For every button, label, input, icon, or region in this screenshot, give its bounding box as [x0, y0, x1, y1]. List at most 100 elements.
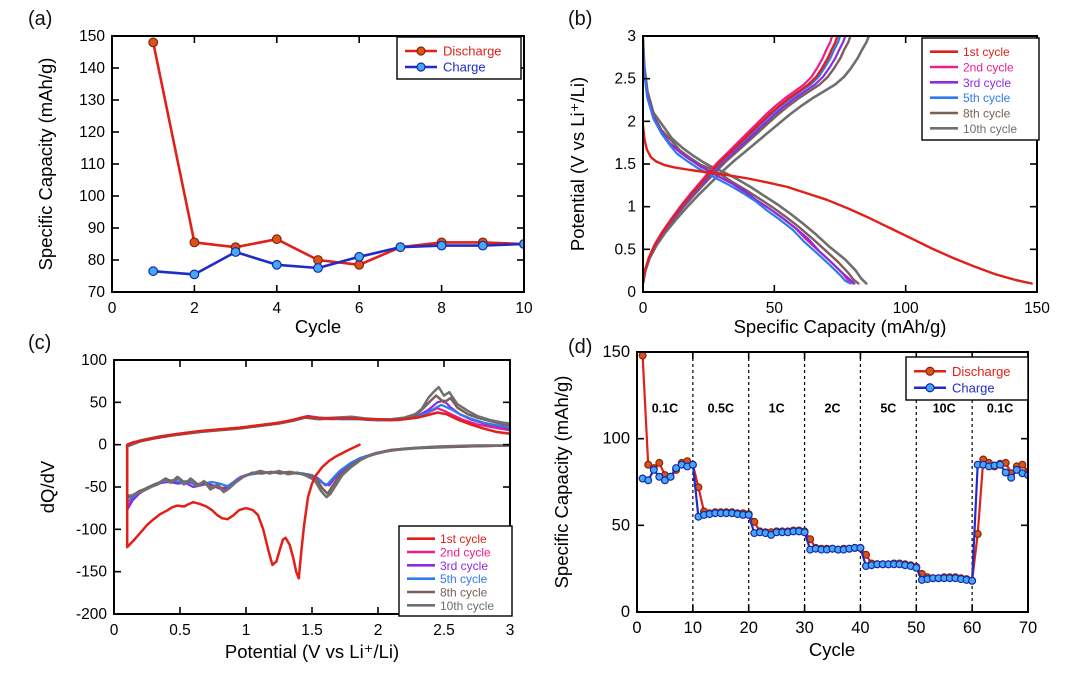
xaxis-label-a: Cycle — [294, 316, 342, 337]
x-tick-label: 0 — [632, 619, 641, 637]
legend-label: 5th cycle — [963, 91, 1011, 105]
data-point — [477, 240, 488, 251]
x-tick-label: 50 — [766, 300, 784, 317]
legend-label: 8th cycle — [963, 107, 1011, 121]
data-point — [655, 458, 664, 467]
legend-label: Charge — [952, 380, 995, 395]
panel-b: 0 50 100 150 0 0.5 1 1.5 2 2.5 3 1st cycle 2nd cycle… — [614, 28, 1050, 317]
x-tick-label: 60 — [963, 619, 981, 637]
series-1st-cycle-charge — [642, 35, 839, 285]
legend-marker-sample — [925, 366, 935, 376]
data-point — [644, 460, 653, 469]
series-1st-cycle — [125, 411, 511, 580]
data-point — [1007, 473, 1016, 482]
y-tick-label: 2 — [627, 113, 636, 130]
data-point — [856, 543, 865, 552]
y-tick-label: 150 — [602, 343, 630, 361]
series-2nd-cycle — [126, 407, 511, 508]
legend-label: Charge — [443, 60, 486, 75]
series-1st-cycle-discharge — [642, 124, 1033, 285]
xaxis-label-c: Potential (V vs Li⁺/Li) — [224, 641, 400, 662]
panel-c: 0 0.5 1 1.5 2 2.5 3 -200 -150 -100 -50 0 50 100 1st cy… — [76, 352, 514, 639]
x-tick-label: 3 — [506, 622, 515, 639]
x-tick-label: 10 — [515, 300, 533, 317]
y-tick-label: 50 — [612, 516, 630, 534]
y-tick-label: -200 — [76, 606, 107, 623]
x-tick-label: 20 — [740, 619, 758, 637]
legend-box — [905, 356, 1029, 401]
data-point — [655, 472, 664, 481]
legend-label: Discharge — [952, 364, 1011, 379]
y-tick-label: 0.5 — [614, 241, 636, 258]
data-point — [148, 266, 159, 277]
series-8th-cycle-discharge — [642, 39, 860, 285]
data-point — [189, 237, 200, 248]
data-point — [996, 460, 1005, 469]
data-point — [672, 464, 681, 473]
x-tick-label: 2 — [190, 300, 199, 317]
yaxis-label-d: Specific Capacity (mAh/g) — [551, 375, 572, 589]
y-tick-label: 100 — [81, 352, 107, 369]
y-tick-label: 130 — [79, 92, 105, 109]
legend-label: 2nd cycle — [440, 546, 491, 560]
data-point — [354, 251, 365, 262]
legend-box — [921, 37, 1040, 141]
y-tick-label: 3 — [627, 28, 636, 45]
data-point — [968, 576, 977, 585]
series-10th-cycle-discharge — [642, 37, 868, 285]
data-point — [148, 37, 159, 48]
series-5th-cycle-discharge — [642, 40, 852, 285]
x-tick-label: 40 — [851, 619, 869, 637]
legend-label: Discharge — [443, 44, 502, 59]
rate-label: 0.1C — [652, 402, 678, 416]
x-tick-label: 2 — [374, 622, 383, 639]
y-tick-label: 80 — [88, 252, 106, 269]
legend-label: 8th cycle — [440, 586, 488, 600]
data-point — [660, 476, 669, 485]
legend-label: 3rd cycle — [440, 559, 488, 573]
data-point — [1012, 465, 1021, 474]
y-tick-label: -100 — [76, 521, 107, 538]
data-point — [436, 240, 447, 251]
y-tick-label: -150 — [76, 564, 107, 581]
x-tick-label: 4 — [272, 300, 281, 317]
x-tick-label: 8 — [437, 300, 446, 317]
data-point — [313, 263, 323, 273]
data-point — [395, 242, 406, 253]
y-tick-label: 110 — [80, 156, 105, 173]
y-tick-label: 70 — [88, 284, 106, 301]
x-tick-label: 150 — [1024, 300, 1050, 317]
data-point — [271, 259, 282, 270]
x-tick-label: 1 — [242, 622, 251, 639]
panel-label-d: (d) — [568, 336, 593, 358]
legend-box — [398, 525, 513, 617]
x-tick-label: 50 — [907, 619, 925, 637]
legend-label: 3rd cycle — [963, 76, 1011, 90]
data-point — [1001, 468, 1010, 477]
data-point — [354, 259, 365, 270]
rate-label: 0.1C — [987, 402, 1013, 416]
data-point — [912, 563, 921, 572]
x-tick-label: 0 — [639, 300, 648, 317]
legend-box — [396, 36, 522, 80]
legend-marker-sample — [925, 383, 935, 393]
rate-label: 1C — [769, 402, 785, 416]
y-tick-label: 150 — [79, 28, 105, 45]
x-tick-label: 6 — [355, 300, 364, 317]
y-tick-label: 100 — [79, 188, 105, 205]
data-point — [1018, 460, 1027, 469]
x-tick-label: 30 — [795, 619, 813, 637]
data-point — [800, 528, 809, 537]
x-tick-label: 0 — [108, 300, 117, 317]
plot-border-d — [636, 351, 1029, 613]
x-tick-label: 10 — [684, 619, 702, 637]
series-10th-cycle — [125, 385, 511, 499]
legend-label: 1st cycle — [440, 532, 487, 546]
legend-label: 2nd cycle — [963, 61, 1014, 75]
data-point — [638, 351, 647, 360]
legend-marker-sample — [416, 62, 426, 72]
data-point — [688, 460, 697, 469]
